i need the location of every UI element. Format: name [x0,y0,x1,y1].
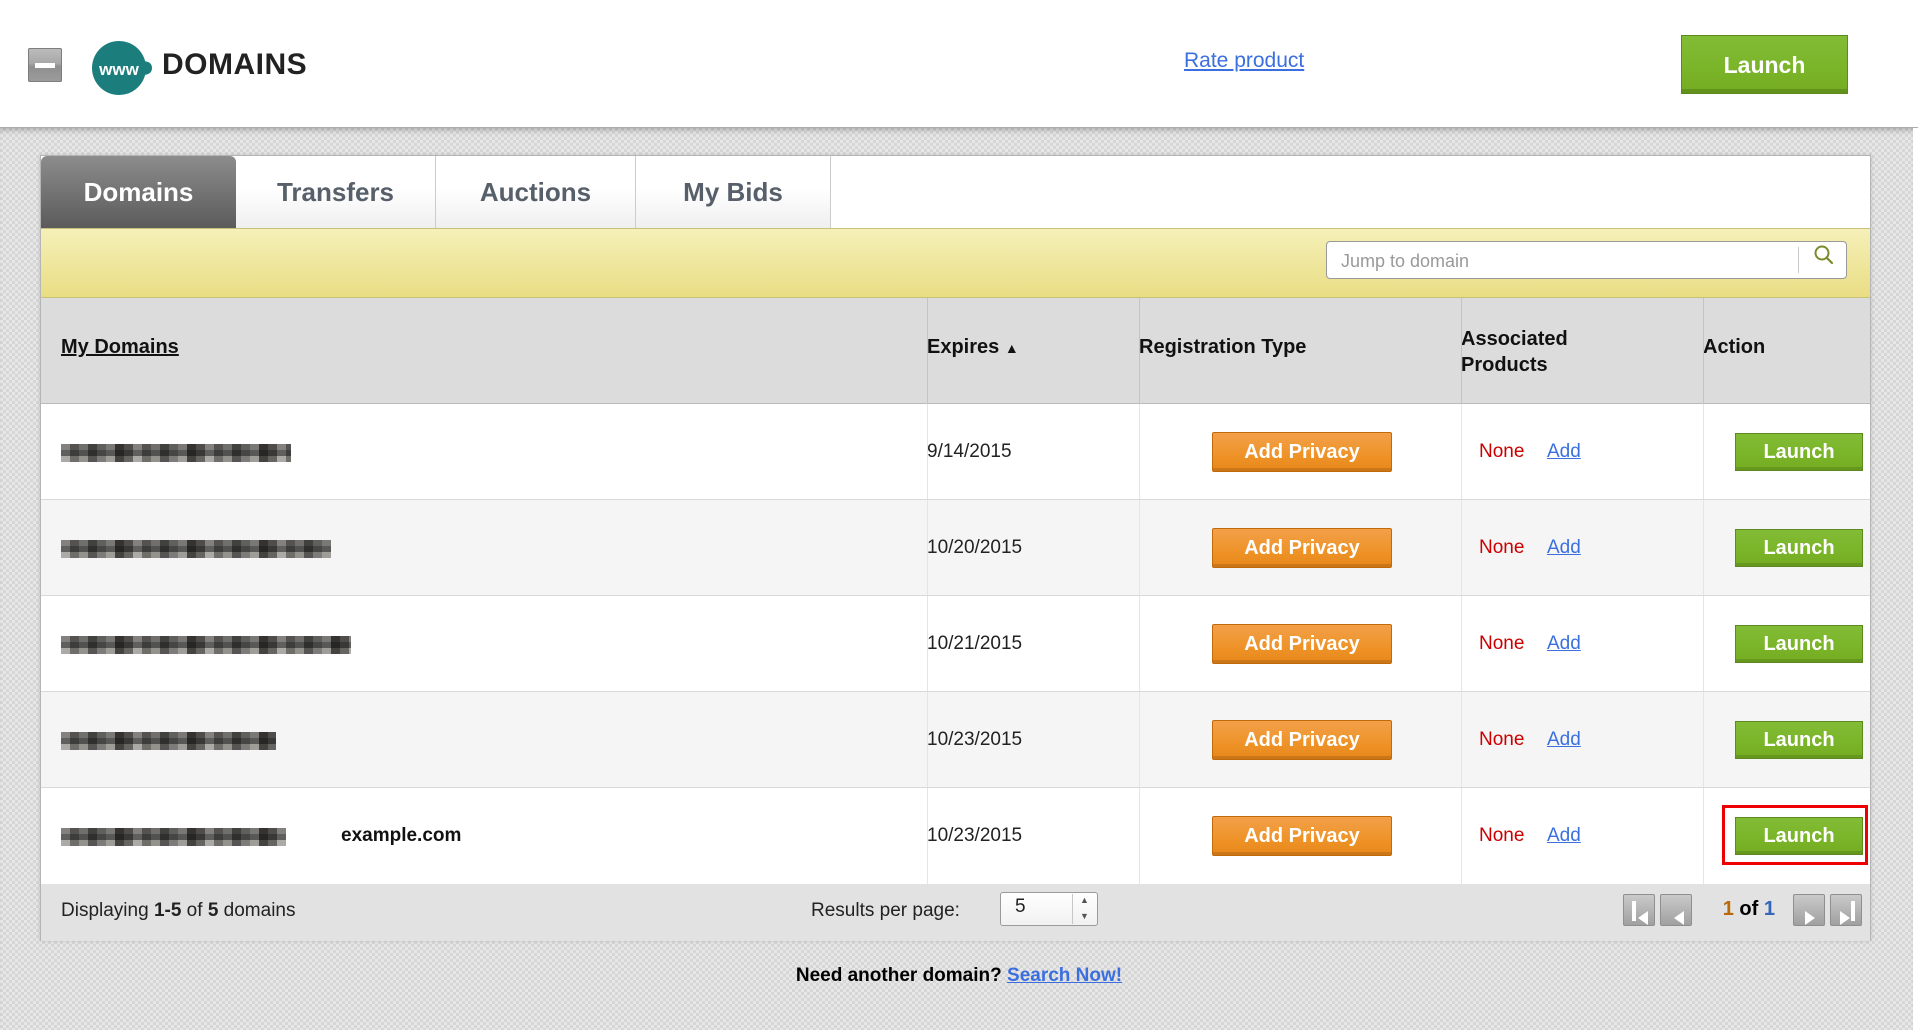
svg-text:www: www [98,60,139,79]
